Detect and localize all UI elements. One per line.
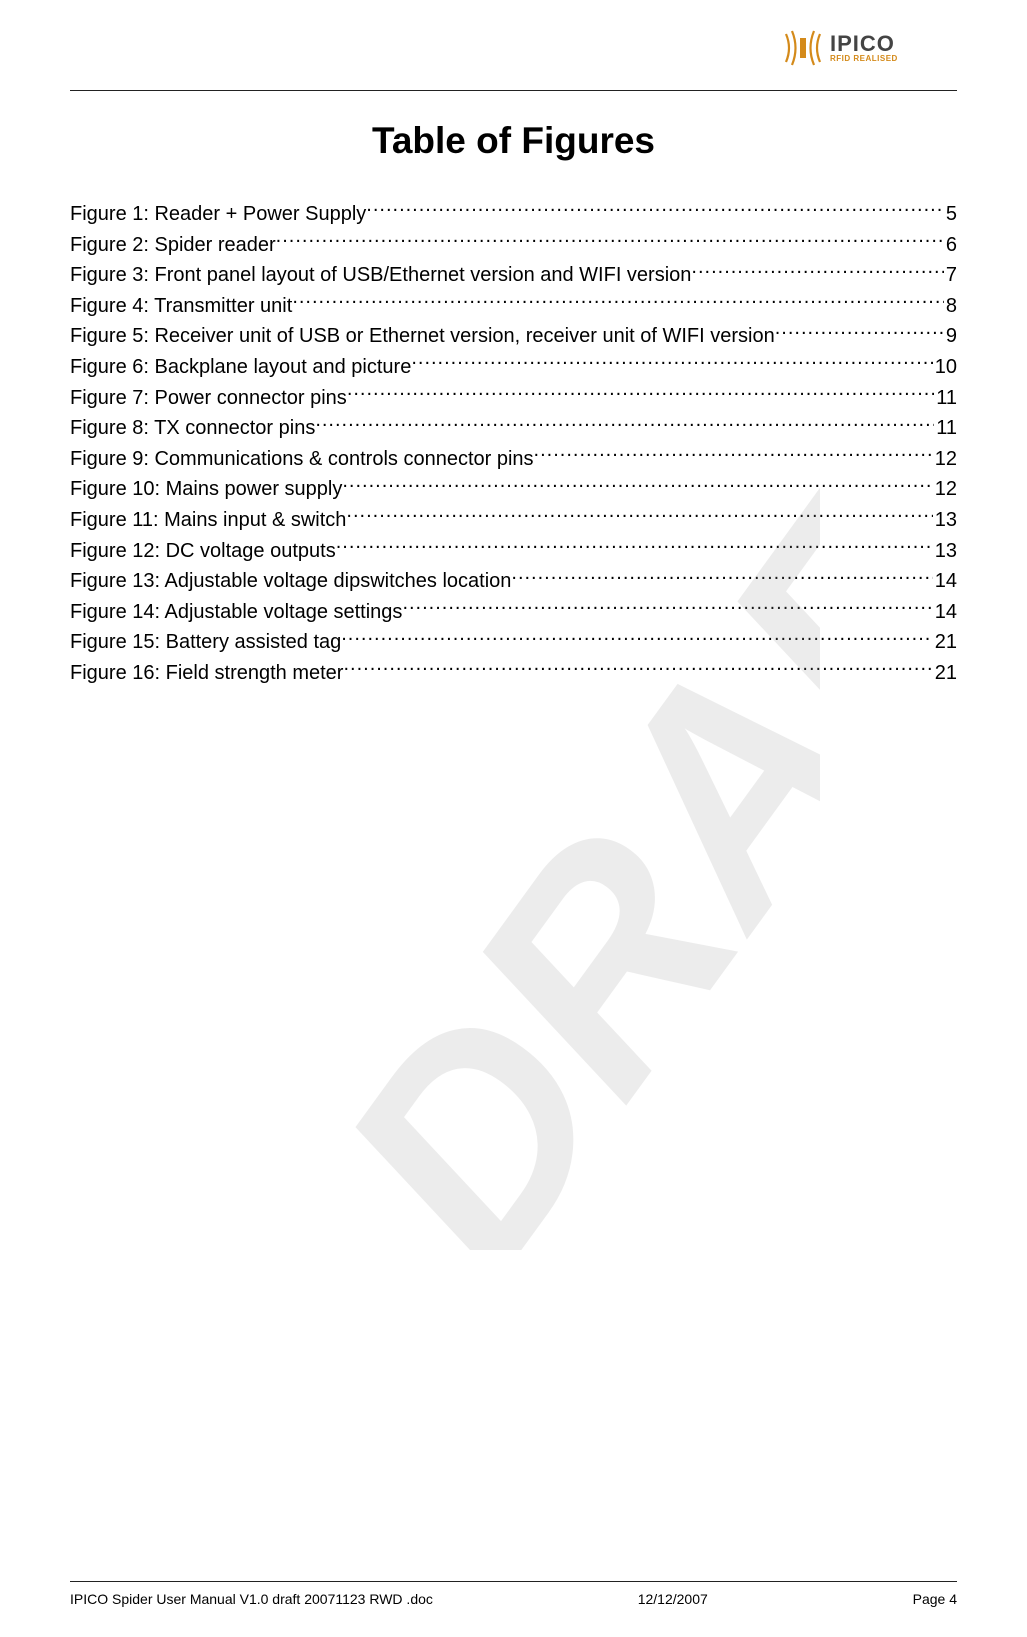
tof-label: Figure 14: Adjustable voltage settings: [70, 599, 402, 627]
tof-label: Figure 1: Reader + Power Supply: [70, 201, 366, 229]
tof-page-number: 8: [944, 293, 957, 321]
tof-page-number: 11: [934, 385, 957, 413]
tof-page-number: 14: [933, 568, 957, 596]
tof-page-number: 10: [933, 354, 957, 382]
tof-row: Figure 5: Receiver unit of USB or Ethern…: [70, 320, 957, 351]
tof-label: Figure 12: DC voltage outputs: [70, 538, 336, 566]
tof-row: Figure 9: Communications & controls conn…: [70, 443, 957, 474]
tof-page-number: 12: [933, 476, 957, 504]
footer-right: Page 4: [913, 1591, 957, 1607]
tof-leader-dots: [292, 290, 944, 312]
tof-label: Figure 5: Receiver unit of USB or Ethern…: [70, 323, 775, 351]
tof-leader-dots: [691, 259, 943, 281]
tof-row: Figure 16: Field strength meter 21: [70, 657, 957, 688]
page: IPICO RFID REALISED DRAFT Table of Figur…: [0, 0, 1027, 1637]
tof-row: Figure 12: DC voltage outputs 13: [70, 535, 957, 566]
tof-leader-dots: [315, 412, 934, 434]
content-area: Table of Figures Figure 1: Reader + Powe…: [70, 120, 957, 688]
tof-row: Figure 4: Transmitter unit 8: [70, 290, 957, 321]
tof-label: Figure 6: Backplane layout and picture: [70, 354, 411, 382]
tof-page-number: 7: [944, 262, 957, 290]
tof-label: Figure 8: TX connector pins: [70, 415, 315, 443]
tof-page-number: 13: [933, 507, 957, 535]
tof-leader-dots: [411, 351, 932, 373]
tof-row: Figure 13: Adjustable voltage dipswitche…: [70, 565, 957, 596]
tof-leader-dots: [534, 443, 933, 465]
footer-left: IPICO Spider User Manual V1.0 draft 2007…: [70, 1591, 433, 1607]
logo-name: IPICO: [830, 33, 898, 55]
tof-label: Figure 13: Adjustable voltage dipswitche…: [70, 568, 511, 596]
tof-label: Figure 4: Transmitter unit: [70, 293, 292, 321]
header-rule: [70, 90, 957, 91]
tof-row: Figure 10: Mains power supply 12: [70, 473, 957, 504]
tof-label: Figure 2: Spider reader: [70, 232, 276, 260]
tof-label: Figure 7: Power connector pins: [70, 385, 347, 413]
tof-leader-dots: [366, 198, 944, 220]
tof-page-number: 21: [933, 660, 957, 688]
page-title: Table of Figures: [70, 120, 957, 162]
tof-leader-dots: [347, 382, 934, 404]
tof-page-number: 21: [933, 629, 957, 657]
tof-row: Figure 6: Backplane layout and picture 10: [70, 351, 957, 382]
tof-page-number: 12: [933, 446, 957, 474]
logo-tagline: RFID REALISED: [830, 55, 898, 63]
tof-page-number: 13: [933, 538, 957, 566]
tof-row: Figure 8: TX connector pins 11: [70, 412, 957, 443]
tof-label: Figure 3: Front panel layout of USB/Ethe…: [70, 262, 691, 290]
tof-leader-dots: [342, 473, 932, 495]
footer-center: 12/12/2007: [638, 1591, 708, 1607]
tof-label: Figure 15: Battery assisted tag: [70, 629, 341, 657]
tof-page-number: 14: [933, 599, 957, 627]
tof-list: Figure 1: Reader + Power Supply5Figure 2…: [70, 198, 957, 688]
tof-page-number: 9: [944, 323, 957, 351]
logo: IPICO RFID REALISED: [782, 18, 957, 78]
footer: IPICO Spider User Manual V1.0 draft 2007…: [70, 1591, 957, 1607]
footer-rule: [70, 1581, 957, 1582]
tof-page-number: 5: [944, 201, 957, 229]
tof-row: Figure 3: Front panel layout of USB/Ethe…: [70, 259, 957, 290]
tof-row: Figure 15: Battery assisted tag 21: [70, 626, 957, 657]
tof-leader-dots: [346, 504, 932, 526]
tof-leader-dots: [511, 565, 932, 587]
tof-leader-dots: [775, 320, 944, 342]
tof-leader-dots: [341, 626, 933, 648]
tof-page-number: 6: [944, 232, 957, 260]
tof-leader-dots: [336, 535, 933, 557]
tof-leader-dots: [402, 596, 932, 618]
tof-row: Figure 11: Mains input & switch 13: [70, 504, 957, 535]
tof-label: Figure 11: Mains input & switch: [70, 507, 346, 535]
tof-row: Figure 7: Power connector pins 11: [70, 382, 957, 413]
logo-text: IPICO RFID REALISED: [830, 33, 898, 63]
tof-row: Figure 2: Spider reader 6: [70, 229, 957, 260]
tof-row: Figure 14: Adjustable voltage settings 14: [70, 596, 957, 627]
tof-label: Figure 10: Mains power supply: [70, 476, 342, 504]
tof-label: Figure 9: Communications & controls conn…: [70, 446, 534, 474]
tof-leader-dots: [343, 657, 932, 679]
tof-page-number: 11: [934, 415, 957, 443]
tof-leader-dots: [276, 229, 944, 251]
logo-mark-icon: [782, 28, 824, 68]
tof-row: Figure 1: Reader + Power Supply 5: [70, 198, 957, 229]
tof-label: Figure 16: Field strength meter: [70, 660, 343, 688]
